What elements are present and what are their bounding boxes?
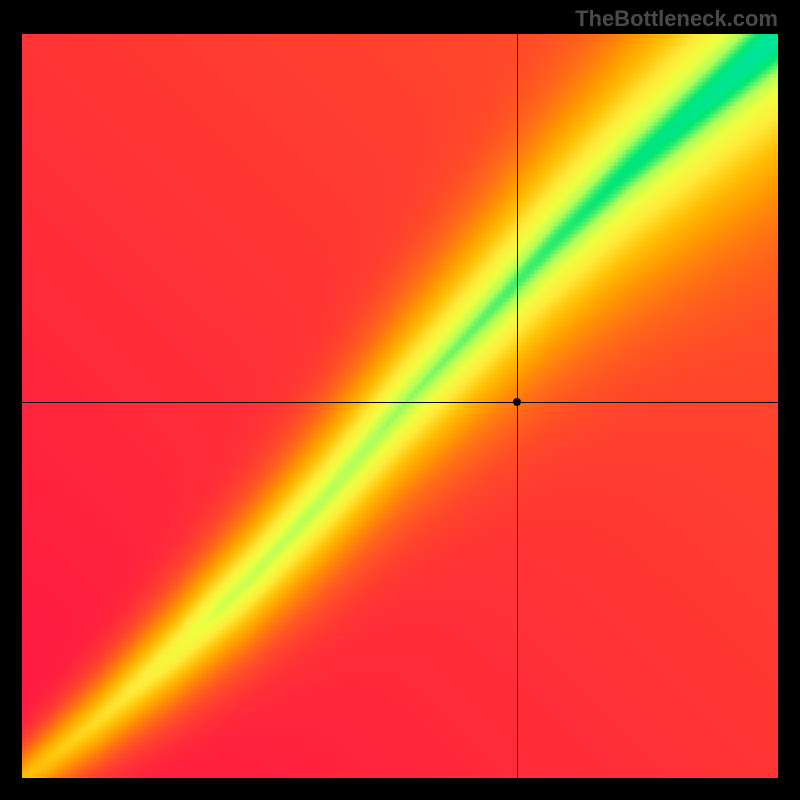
heatmap-plot <box>22 34 778 778</box>
heatmap-canvas <box>22 34 778 778</box>
watermark-text: TheBottleneck.com <box>575 6 778 32</box>
crosshair-horizontal <box>22 402 778 403</box>
crosshair-marker-dot <box>513 398 521 406</box>
